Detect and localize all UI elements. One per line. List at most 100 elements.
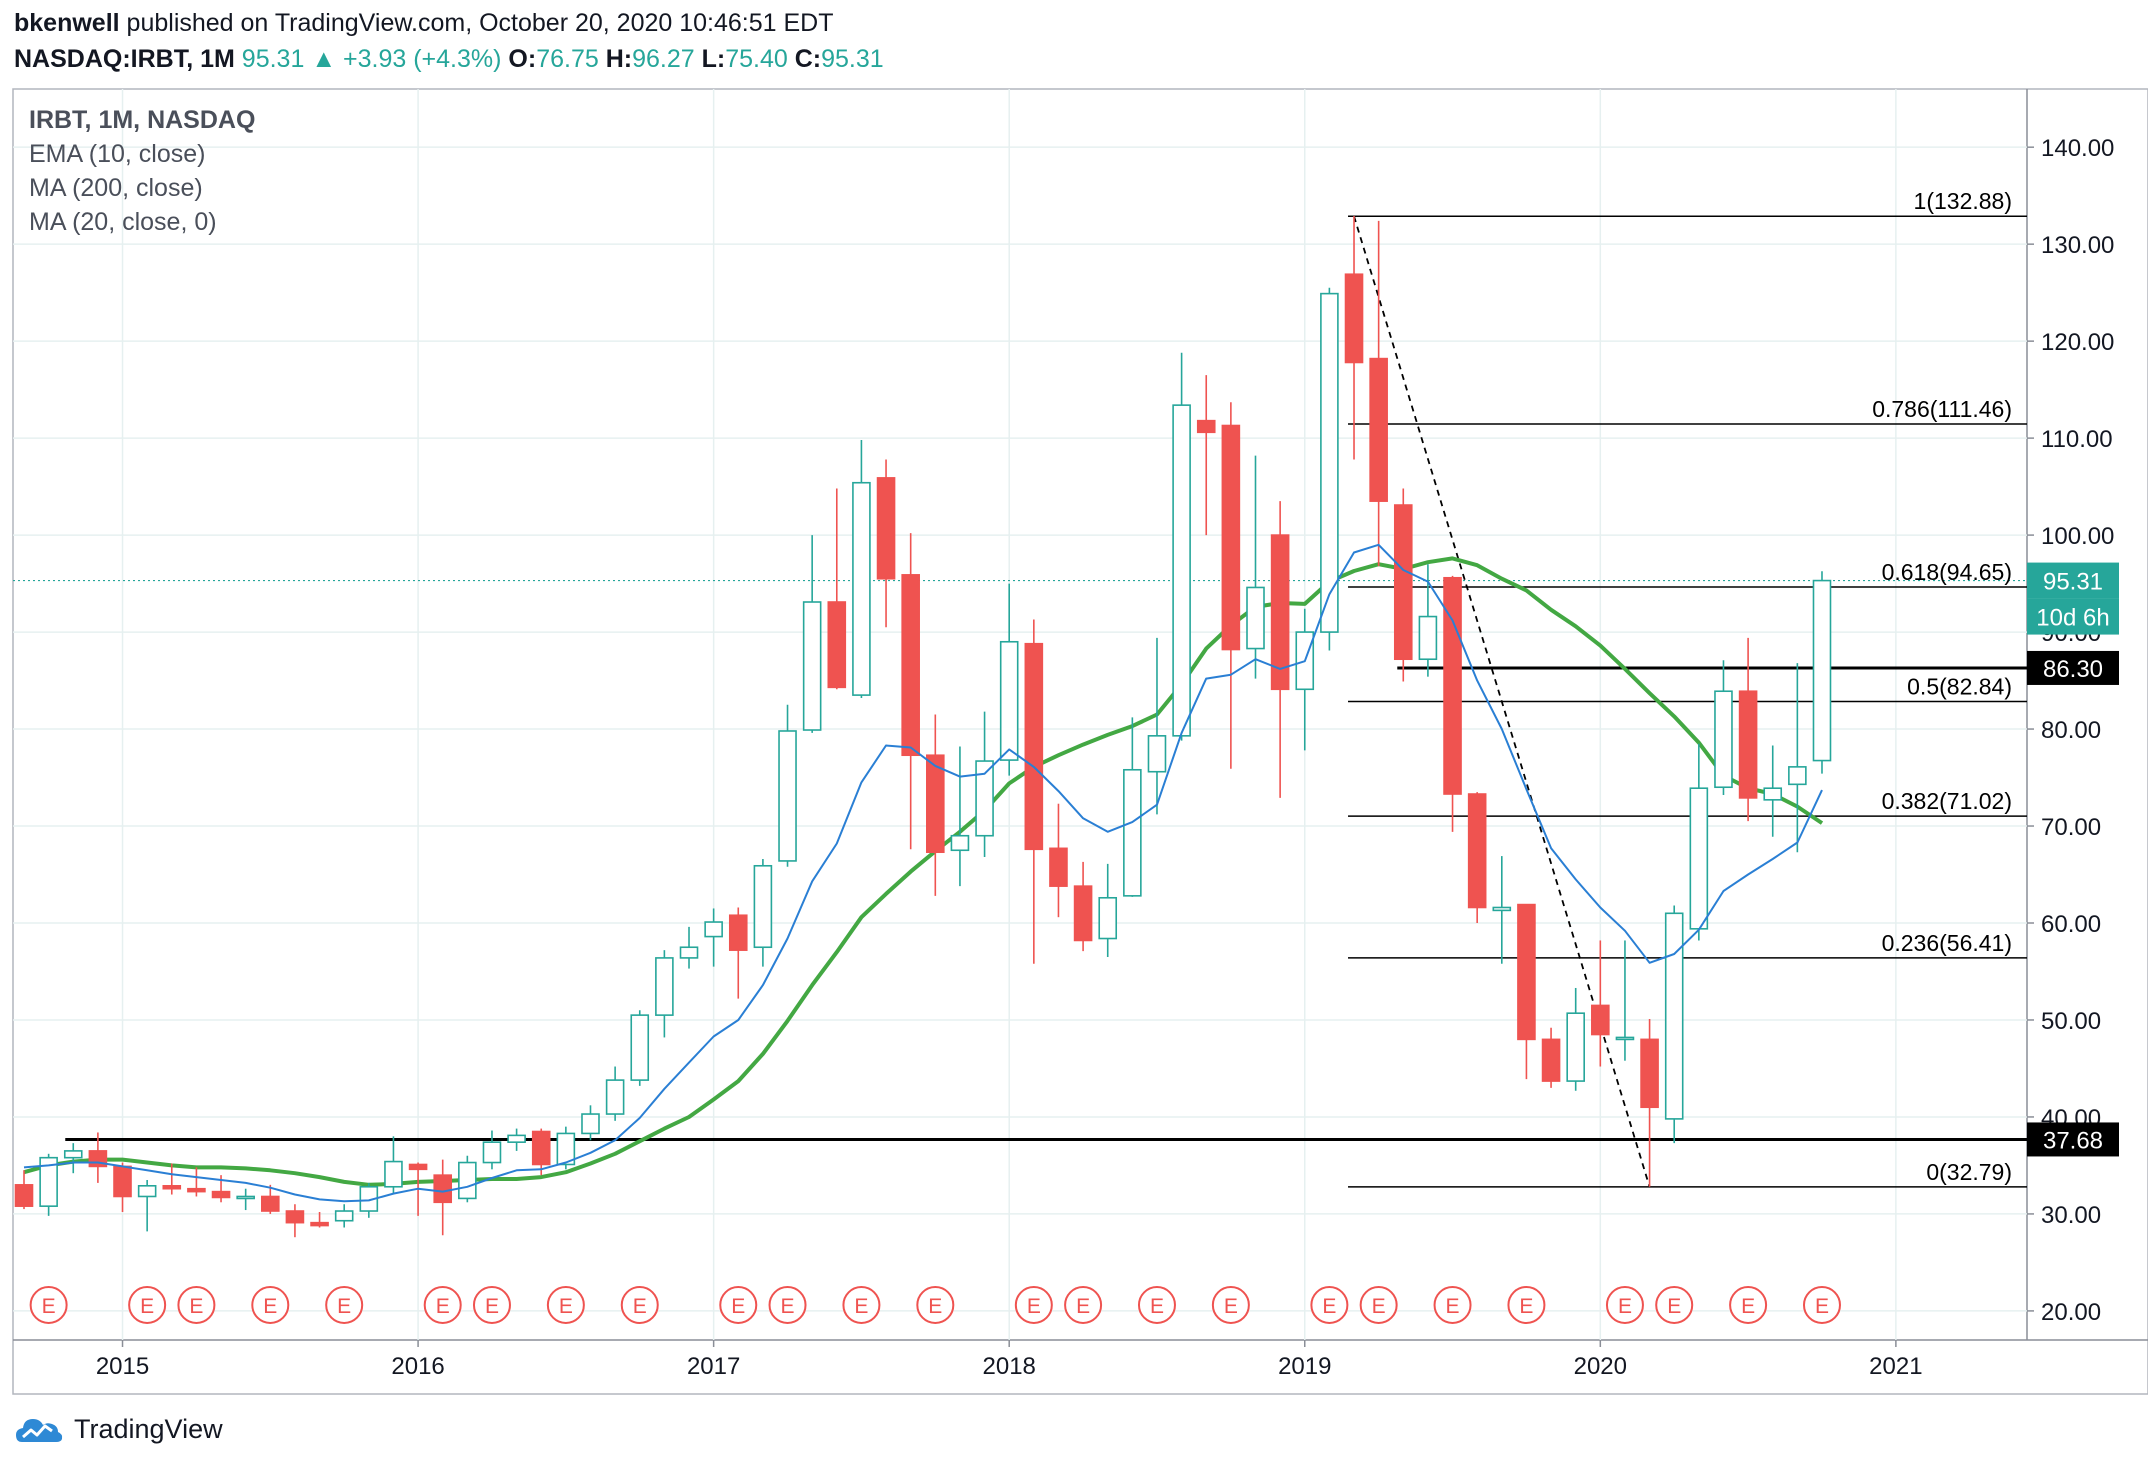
candle — [236, 1188, 255, 1211]
legend-ema[interactable]: EMA (10, close) — [29, 140, 206, 168]
earnings-circle — [1729, 1286, 1768, 1324]
candle — [1467, 792, 1487, 923]
candle-body — [950, 834, 970, 852]
earnings-icon: E — [29, 1286, 68, 1324]
earnings-icon: E — [546, 1286, 585, 1324]
open-value: 76.75 — [536, 45, 599, 73]
candle-body — [162, 1185, 182, 1190]
candle-body — [408, 1163, 428, 1171]
candle-body — [1049, 847, 1068, 887]
candle — [1393, 488, 1413, 682]
earnings-icon: E — [1064, 1286, 1103, 1324]
price-label-text: 37.68 — [2043, 1127, 2103, 1154]
earnings-circle — [1507, 1286, 1546, 1324]
cloud-chart-icon — [16, 1419, 63, 1442]
candle-body — [827, 601, 847, 689]
candle — [531, 1128, 551, 1176]
candle — [630, 1010, 650, 1086]
candle — [1344, 216, 1364, 460]
earnings-circle — [546, 1286, 585, 1324]
legend-ma200[interactable]: MA (200, close) — [29, 174, 203, 202]
up-triangle-icon: ▲ — [311, 45, 337, 73]
x-tick-label: 2018 — [983, 1353, 1036, 1380]
candle-body — [704, 921, 723, 938]
candle — [753, 858, 773, 967]
candle-body — [285, 1210, 305, 1224]
candle — [63, 1143, 83, 1174]
earnings-icon: E — [1137, 1286, 1176, 1324]
author[interactable]: bkenwell — [14, 9, 120, 37]
candle-body — [260, 1195, 280, 1212]
y-tick-label: 20.00 — [2041, 1299, 2101, 1326]
x-tick-label: 2016 — [391, 1353, 444, 1380]
candle-body — [679, 946, 699, 959]
candle-body — [1664, 912, 1684, 1120]
candle-body — [1196, 419, 1216, 434]
candle-body — [1640, 1038, 1659, 1109]
candle — [1517, 903, 1536, 1080]
low-value: 75.40 — [725, 45, 788, 73]
candle — [728, 907, 748, 999]
candle — [334, 1204, 354, 1228]
earnings-icon: E — [1359, 1286, 1398, 1324]
candle-body — [1344, 273, 1364, 364]
candle-body — [630, 1014, 650, 1081]
candle-body — [63, 1150, 83, 1159]
fib-level-label: 0.382(71.02) — [1882, 788, 2012, 814]
candle-body — [901, 574, 920, 757]
earnings-icon: E — [916, 1286, 955, 1324]
earnings-label: E — [1322, 1295, 1336, 1318]
earnings-label: E — [1372, 1295, 1386, 1318]
candle-body — [1172, 404, 1191, 737]
candle — [1640, 1019, 1659, 1187]
candle — [1714, 660, 1733, 795]
earnings-label: E — [436, 1295, 450, 1318]
earnings-icon: E — [842, 1286, 881, 1324]
earnings-icon: E — [768, 1286, 807, 1324]
candle — [1664, 905, 1684, 1144]
close-label: C: — [794, 45, 822, 73]
candle-body — [1763, 787, 1783, 801]
candle-body — [605, 1079, 625, 1115]
candle — [1172, 352, 1191, 741]
legend-symbol[interactable]: IRBT, 1M, NASDAQ — [29, 106, 256, 134]
candle-body — [1492, 906, 1512, 912]
brand-name: TradingView — [74, 1413, 223, 1444]
earnings-label: E — [928, 1295, 942, 1318]
candle — [926, 714, 945, 896]
earnings-circle — [29, 1286, 68, 1324]
fib-trend-line — [1353, 215, 1651, 1188]
candle-body — [556, 1132, 576, 1166]
candle — [950, 746, 970, 887]
chart-frame — [12, 88, 2148, 1395]
candle-body — [433, 1174, 453, 1204]
last-price-tag — [2027, 562, 2119, 599]
candle-body — [187, 1187, 206, 1193]
candle-body — [1369, 357, 1388, 502]
ma-lines — [23, 556, 1824, 1187]
candle — [1123, 717, 1142, 897]
candle — [482, 1130, 502, 1170]
countdown-text: 10d 6h — [2036, 605, 2109, 632]
symbol: NASDAQ:IRBT, 1M — [14, 45, 235, 73]
candle-body — [926, 754, 945, 854]
earnings-icon: E — [620, 1286, 659, 1324]
candle-body — [802, 601, 822, 731]
earnings-label: E — [1741, 1295, 1755, 1318]
tradingview-logo[interactable]: TradingView — [14, 1412, 223, 1446]
candle-body — [1098, 896, 1118, 940]
candle-body — [1123, 768, 1142, 897]
earnings-circle — [1433, 1286, 1472, 1324]
candle-body — [1689, 787, 1709, 930]
candle — [1541, 1027, 1561, 1088]
candle — [285, 1204, 305, 1238]
legend-ma20[interactable]: MA (20, close, 0) — [29, 208, 217, 236]
earnings-circle — [472, 1286, 511, 1324]
earnings-circle — [1605, 1286, 1644, 1324]
candle — [1566, 987, 1585, 1091]
earnings-label: E — [1618, 1295, 1632, 1318]
candle-body — [39, 1156, 58, 1207]
candle — [433, 1159, 453, 1236]
indicator-legend: IRBT, 1M, NASDAQ EMA (10, close) MA (200… — [29, 103, 255, 239]
